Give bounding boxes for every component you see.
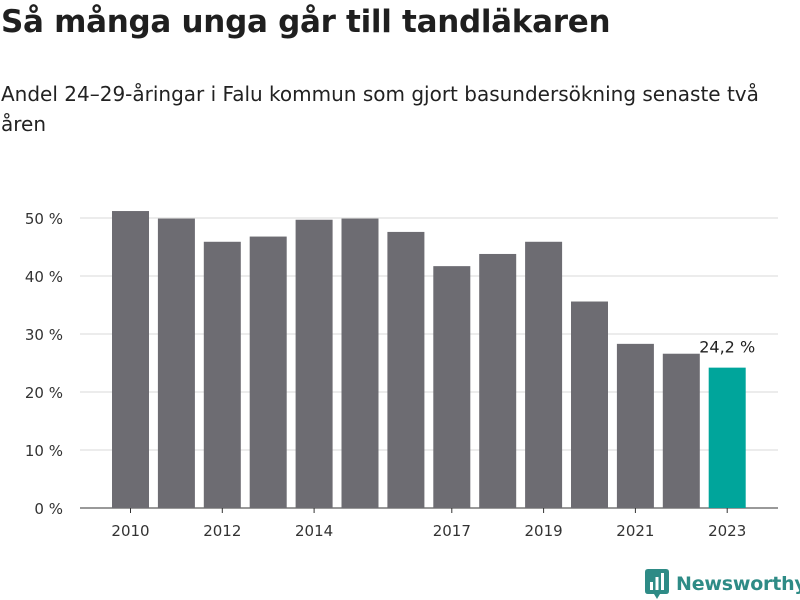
bar-2022 bbox=[662, 353, 700, 508]
bar-2015 bbox=[341, 218, 379, 508]
x-tick-label: 2010 bbox=[111, 522, 149, 540]
x-tick-label: 2021 bbox=[616, 522, 654, 540]
bar-2010 bbox=[112, 211, 149, 509]
bar-2023 bbox=[708, 367, 746, 508]
data-label: 24,2 % bbox=[699, 338, 755, 357]
y-tick-label: 0 % bbox=[34, 500, 63, 518]
bar-chart: 0 % 10 % 20 % 30 % 40 % 50 % 24,2 % 2010 2012 201… bbox=[25, 210, 778, 540]
bar-2019 bbox=[525, 241, 563, 508]
x-tick-label: 2023 bbox=[708, 522, 746, 540]
y-tick-label: 40 % bbox=[25, 268, 63, 286]
bar-2018 bbox=[479, 253, 517, 508]
y-tick-label: 50 % bbox=[25, 210, 63, 228]
y-tick-label: 10 % bbox=[25, 442, 63, 460]
x-tick-label: 2019 bbox=[525, 522, 563, 540]
bar-2016 bbox=[387, 231, 425, 509]
bar-2012 bbox=[203, 241, 241, 508]
bar-2011 bbox=[157, 218, 195, 508]
chart-title: Så många unga går till tandläkaren bbox=[1, 4, 611, 40]
y-tick-label: 20 % bbox=[25, 384, 63, 402]
bar-2014 bbox=[295, 219, 333, 509]
chart-subtitle: Andel 24–29-åringar i Falu kommun som gj… bbox=[1, 82, 759, 136]
bar-2013 bbox=[249, 236, 287, 508]
y-tick-label: 30 % bbox=[25, 326, 63, 344]
brand-logo: Newsworthy bbox=[645, 569, 800, 599]
bar-2021 bbox=[616, 343, 654, 508]
brand-name: Newsworthy bbox=[676, 573, 800, 595]
x-tick-label: 2017 bbox=[433, 522, 471, 540]
x-tick-label: 2012 bbox=[203, 522, 241, 540]
newsworthy-icon bbox=[645, 569, 669, 599]
x-tick-label: 2014 bbox=[295, 522, 333, 540]
bar-2020 bbox=[571, 301, 608, 508]
bar-2017 bbox=[433, 266, 471, 508]
